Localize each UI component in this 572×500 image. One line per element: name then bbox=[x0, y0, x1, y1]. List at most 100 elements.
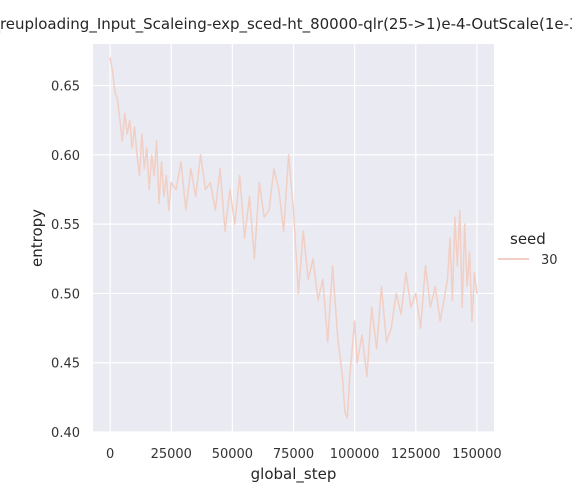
data-point bbox=[114, 91, 116, 94]
chart-title: _reuploading_Input_Scaleing-exp_sced-ht_… bbox=[0, 15, 572, 34]
data-point bbox=[209, 182, 211, 184]
x-tick-label: 150000 bbox=[452, 447, 502, 462]
data-point bbox=[468, 251, 471, 253]
data-point bbox=[349, 376, 351, 378]
legend: seed 30 bbox=[498, 230, 558, 268]
data-point bbox=[420, 327, 422, 329]
legend-label: 30 bbox=[541, 253, 558, 268]
data-point bbox=[278, 188, 280, 191]
data-point bbox=[253, 258, 255, 260]
data-point bbox=[466, 285, 468, 288]
data-point bbox=[158, 202, 160, 204]
data-point bbox=[224, 230, 226, 232]
data-point bbox=[160, 161, 163, 163]
y-tick-label: 0.40 bbox=[51, 426, 80, 441]
data-point bbox=[268, 209, 270, 211]
data-point bbox=[429, 306, 431, 308]
data-point bbox=[332, 265, 334, 267]
data-point bbox=[446, 279, 449, 281]
data-point bbox=[473, 272, 475, 274]
data-point bbox=[336, 334, 339, 336]
data-point bbox=[322, 279, 324, 281]
data-point bbox=[439, 320, 441, 322]
data-point bbox=[444, 292, 446, 294]
y-tick-label: 0.50 bbox=[51, 287, 80, 302]
data-point bbox=[258, 182, 260, 184]
y-tick-label: 0.45 bbox=[51, 357, 80, 372]
data-point bbox=[344, 410, 346, 412]
data-point bbox=[136, 154, 138, 156]
y-tick-label: 0.55 bbox=[51, 218, 80, 233]
data-point bbox=[273, 168, 275, 170]
data-point bbox=[168, 209, 170, 211]
data-point bbox=[451, 299, 453, 301]
data-point bbox=[163, 195, 165, 197]
data-point bbox=[151, 154, 153, 156]
data-point bbox=[366, 376, 368, 378]
data-point bbox=[204, 188, 207, 191]
data-point bbox=[185, 209, 187, 211]
data-point bbox=[449, 237, 451, 239]
data-point bbox=[175, 188, 177, 191]
data-point bbox=[395, 292, 397, 294]
data-point bbox=[165, 175, 167, 177]
data-point bbox=[476, 292, 478, 294]
x-tick-label: 125000 bbox=[391, 447, 441, 462]
data-point bbox=[131, 147, 133, 149]
data-point bbox=[390, 327, 392, 329]
data-point bbox=[456, 265, 458, 267]
data-point bbox=[116, 98, 119, 100]
data-point bbox=[346, 417, 348, 419]
data-point bbox=[283, 230, 285, 232]
legend-title: seed bbox=[510, 230, 546, 248]
data-point bbox=[410, 306, 412, 308]
data-point bbox=[129, 119, 131, 121]
data-point bbox=[126, 133, 128, 135]
data-point bbox=[141, 133, 143, 135]
data-point bbox=[214, 209, 216, 211]
x-tick-label: 0 bbox=[106, 447, 114, 462]
data-point bbox=[244, 237, 246, 239]
y-tick-label: 0.60 bbox=[51, 149, 80, 164]
data-point bbox=[405, 272, 407, 274]
data-point bbox=[239, 175, 241, 177]
data-point bbox=[180, 161, 182, 163]
data-point bbox=[351, 348, 353, 350]
data-point bbox=[170, 182, 172, 184]
x-axis-label: global_step bbox=[251, 465, 337, 484]
data-point bbox=[109, 57, 111, 59]
data-point bbox=[464, 223, 466, 225]
data-point bbox=[317, 299, 319, 301]
data-point bbox=[288, 154, 290, 156]
data-point bbox=[356, 362, 358, 364]
data-point bbox=[124, 112, 126, 114]
x-tick-label: 100000 bbox=[330, 447, 380, 462]
data-point bbox=[341, 376, 343, 378]
data-point bbox=[424, 265, 427, 267]
data-point bbox=[148, 188, 150, 191]
data-point bbox=[371, 306, 373, 308]
series-line-30 bbox=[109, 57, 478, 419]
data-point bbox=[219, 168, 221, 170]
data-point bbox=[195, 195, 197, 197]
data-point bbox=[138, 175, 141, 177]
x-tick-label: 75000 bbox=[273, 447, 314, 462]
data-point bbox=[361, 334, 363, 336]
tick-labels: 0 25000 50000 75000 100000 125000 150000 0.40 0.… bbox=[51, 80, 502, 462]
data-point bbox=[459, 209, 461, 211]
data-point bbox=[190, 168, 192, 170]
data-point bbox=[112, 71, 114, 73]
gridlines bbox=[93, 44, 494, 433]
data-point bbox=[461, 306, 463, 308]
data-point bbox=[263, 216, 265, 218]
series-layer bbox=[109, 57, 478, 419]
data-point bbox=[302, 230, 304, 232]
data-point bbox=[376, 348, 378, 350]
data-point bbox=[200, 154, 202, 156]
data-point bbox=[400, 313, 402, 315]
data-point bbox=[434, 285, 436, 288]
data-point bbox=[415, 292, 417, 294]
data-point bbox=[297, 292, 299, 294]
data-point bbox=[146, 147, 148, 149]
